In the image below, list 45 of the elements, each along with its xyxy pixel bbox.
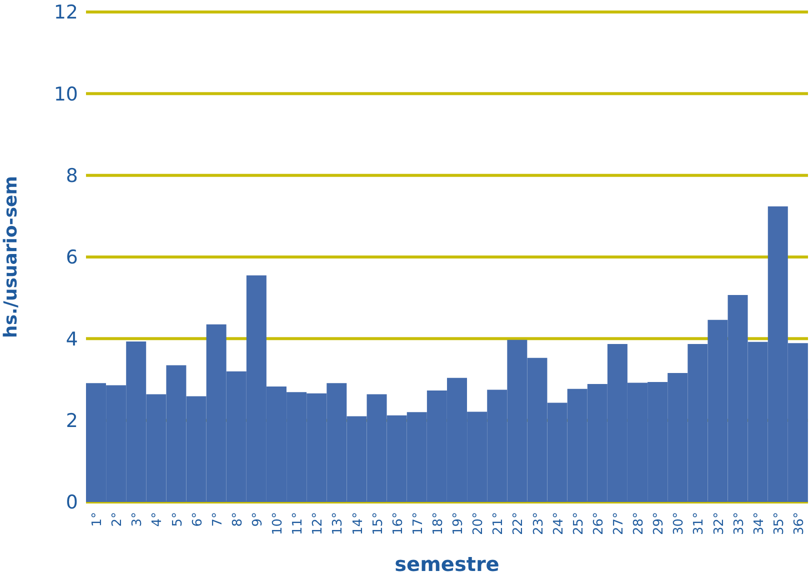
x-tick-label: 14° bbox=[350, 512, 366, 536]
x-tick-label: 20° bbox=[471, 512, 486, 536]
x-tick-label: 30° bbox=[672, 512, 687, 536]
x-tick-label: 21° bbox=[491, 512, 506, 536]
x-tick-label: 31° bbox=[692, 512, 707, 536]
x-tick-label: 23° bbox=[531, 512, 546, 536]
x-tick-label: 11° bbox=[290, 512, 306, 536]
x-tick-label: 15° bbox=[370, 512, 386, 536]
y-tick-label: 12 bbox=[54, 2, 78, 24]
x-tick-label: 9° bbox=[250, 512, 266, 527]
y-tick-label: 10 bbox=[54, 83, 78, 106]
x-tick-label: 6° bbox=[190, 512, 206, 527]
x-tick-label: 25° bbox=[571, 512, 586, 536]
x-axis-title: semestre bbox=[394, 552, 500, 575]
x-tick-label: 2° bbox=[110, 512, 126, 527]
y-tick-label: 6 bbox=[66, 246, 78, 269]
y-tick-label: 0 bbox=[66, 492, 78, 514]
x-tick-label: 32° bbox=[712, 512, 727, 536]
x-tick-label: 1° bbox=[90, 512, 106, 527]
x-tick-label: 12° bbox=[310, 512, 326, 536]
x-tick-label: 26° bbox=[591, 512, 606, 536]
x-tick-label: 13° bbox=[330, 512, 346, 536]
x-tick-label: 27° bbox=[611, 512, 626, 536]
y-axis-title: hs./usuario-sem bbox=[0, 176, 22, 338]
y-tick-label: 4 bbox=[66, 328, 78, 350]
x-tick-label: 33° bbox=[732, 512, 747, 536]
x-tick-label: 34° bbox=[752, 512, 767, 536]
x-tick-label: 4° bbox=[150, 512, 166, 527]
y-tick-label: 2 bbox=[66, 410, 78, 432]
x-tick-label: 3° bbox=[130, 512, 146, 527]
x-tick-label: 10° bbox=[270, 512, 286, 536]
x-tick-label: 24° bbox=[551, 512, 566, 536]
x-tick-label: 29° bbox=[652, 512, 667, 536]
x-tick-label: 7° bbox=[210, 512, 226, 527]
y-tick-label: 8 bbox=[66, 165, 78, 188]
x-tick-label: 18° bbox=[430, 512, 446, 536]
x-tick-label: 16° bbox=[390, 512, 406, 536]
x-tick-label: 22° bbox=[511, 512, 526, 536]
x-tick-label: 8° bbox=[230, 512, 246, 527]
x-tick-label: 35° bbox=[772, 512, 787, 536]
x-tick-label: 36° bbox=[792, 512, 807, 536]
x-tick-label: 5° bbox=[170, 512, 186, 527]
x-tick-label: 19° bbox=[451, 512, 466, 536]
x-tick-label: 28° bbox=[632, 512, 647, 536]
x-tick-label: 17° bbox=[410, 512, 426, 536]
